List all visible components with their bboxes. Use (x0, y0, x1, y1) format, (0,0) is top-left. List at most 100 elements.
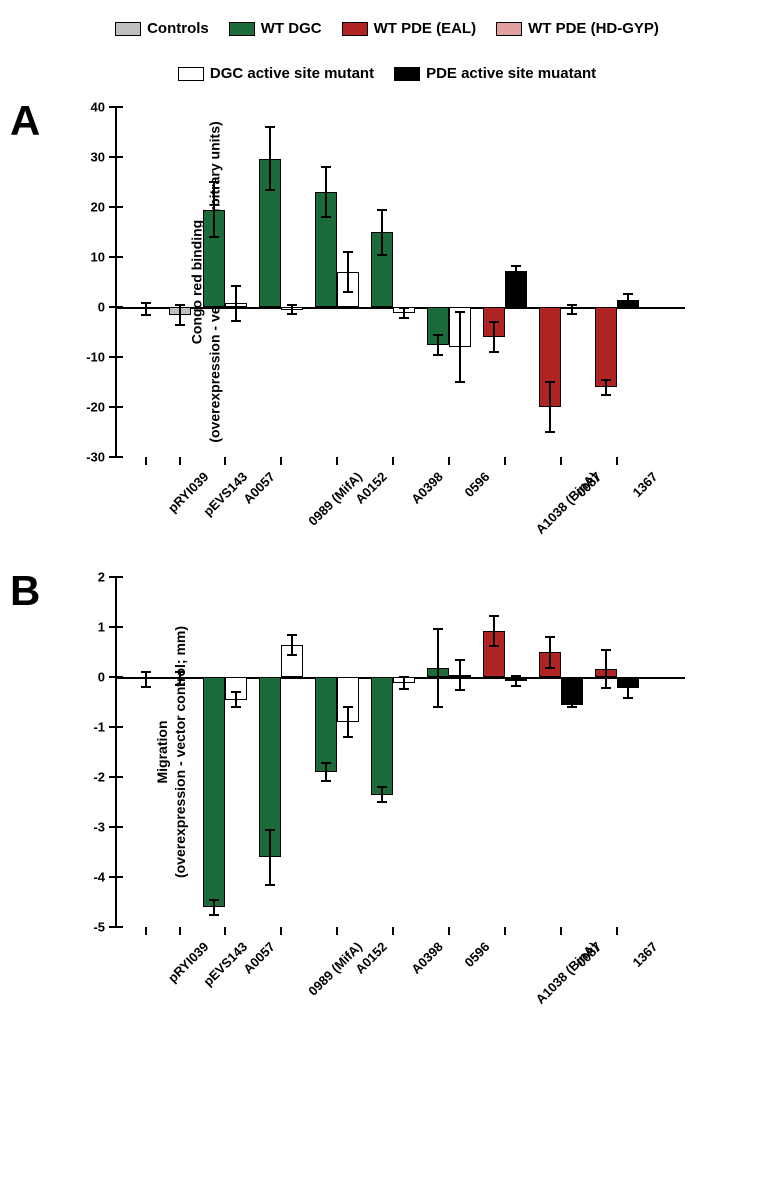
x-tick (145, 457, 147, 465)
error-cap (567, 706, 577, 708)
error-cap (231, 320, 241, 322)
y-tick (109, 876, 117, 878)
y-tick (109, 676, 117, 678)
error-bar (325, 763, 327, 781)
error-cap (433, 354, 443, 356)
error-bar (605, 650, 607, 688)
error-cap (433, 706, 443, 708)
y-tick (109, 826, 117, 828)
x-label: 1367 (629, 469, 660, 500)
y-tick (109, 306, 117, 308)
error-cap (141, 686, 151, 688)
error-cap (265, 829, 275, 831)
error-cap (399, 307, 409, 309)
error-cap (377, 254, 387, 256)
y-tick (109, 726, 117, 728)
error-cap (511, 675, 521, 677)
error-cap (399, 688, 409, 690)
legend-item: PDE active site muatant (394, 65, 596, 82)
y-tick (117, 406, 123, 408)
error-cap (545, 667, 555, 669)
y-tick (117, 626, 123, 628)
error-bar (269, 127, 271, 190)
error-cap (567, 313, 577, 315)
y-tick (109, 576, 117, 578)
error-cap (511, 685, 521, 687)
bar (315, 677, 337, 772)
error-cap (455, 381, 465, 383)
error-bar (627, 678, 629, 698)
x-tick (280, 457, 282, 465)
legend-item: Controls (115, 20, 209, 37)
legend-label: PDE active site muatant (426, 65, 596, 82)
x-tick (448, 457, 450, 465)
y-tick-label: 20 (91, 200, 105, 215)
error-cap (489, 321, 499, 323)
legend-swatch (496, 22, 522, 36)
x-tick (392, 927, 394, 935)
y-tick (109, 776, 117, 778)
error-cap (209, 914, 219, 916)
x-tick (504, 457, 506, 465)
legend-label: WT PDE (HD-GYP) (528, 20, 659, 37)
y-tick (117, 726, 123, 728)
error-cap (343, 706, 353, 708)
legend: ControlsWT DGCWT PDE (EAL)WT PDE (HD-GYP… (20, 20, 754, 82)
y-tick (109, 406, 117, 408)
x-tick (616, 927, 618, 935)
error-cap (343, 251, 353, 253)
error-cap (601, 394, 611, 396)
x-label: 0596 (461, 939, 492, 970)
legend-item: DGC active site mutant (178, 65, 374, 82)
error-cap (545, 636, 555, 638)
error-bar (437, 629, 439, 707)
x-tick (616, 457, 618, 465)
x-tick (448, 927, 450, 935)
y-tick (117, 456, 123, 458)
legend-label: DGC active site mutant (210, 65, 374, 82)
legend-swatch (178, 67, 204, 81)
y-tick (117, 156, 123, 158)
bar (561, 677, 583, 705)
error-cap (141, 314, 151, 316)
error-bar (459, 660, 461, 690)
x-tick (179, 927, 181, 935)
error-cap (231, 285, 241, 287)
panel-b: B Migration (overexpression - vector con… (20, 577, 754, 927)
error-cap (511, 265, 521, 267)
y-tick (109, 256, 117, 258)
y-tick (117, 106, 123, 108)
error-cap (455, 689, 465, 691)
y-tick-label: 1 (98, 620, 105, 635)
error-cap (265, 884, 275, 886)
panel-a: A Congo red binding (overexpression - ve… (20, 107, 754, 457)
error-cap (343, 736, 353, 738)
error-cap (265, 189, 275, 191)
x-tick (145, 927, 147, 935)
legend-item: WT PDE (HD-GYP) (496, 20, 659, 37)
x-label: A0398 (408, 469, 446, 507)
y-tick-label: -30 (86, 450, 105, 465)
x-tick (224, 457, 226, 465)
y-tick (117, 876, 123, 878)
y-tick (117, 306, 123, 308)
error-cap (265, 126, 275, 128)
error-cap (601, 379, 611, 381)
y-tick (109, 926, 117, 928)
error-cap (175, 324, 185, 326)
y-tick (117, 776, 123, 778)
error-cap (209, 181, 219, 183)
panel-b-chart: Migration (overexpression - vector contr… (115, 577, 754, 927)
legend-item: WT DGC (229, 20, 322, 37)
error-bar (213, 182, 215, 237)
y-tick (117, 676, 123, 678)
x-tick (224, 927, 226, 935)
y-tick-label: -2 (93, 770, 105, 785)
error-cap (567, 304, 577, 306)
error-bar (381, 210, 383, 255)
error-bar (347, 707, 349, 737)
x-label: 0596 (461, 469, 492, 500)
y-tick-label: -10 (86, 350, 105, 365)
y-tick-label: -4 (93, 870, 105, 885)
error-cap (601, 649, 611, 651)
